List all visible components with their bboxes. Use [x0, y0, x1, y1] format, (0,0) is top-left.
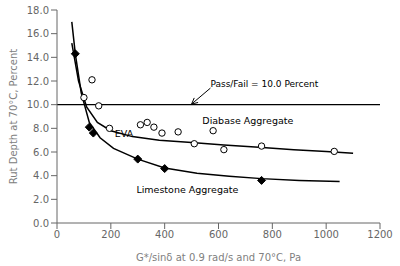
svg-text:1200: 1200 — [367, 229, 392, 240]
svg-text:12.0: 12.0 — [27, 76, 49, 87]
svg-text:0.0: 0.0 — [33, 218, 49, 229]
svg-text:EVA: EVA — [115, 128, 134, 139]
svg-text:600: 600 — [209, 229, 228, 240]
svg-text:14.0: 14.0 — [27, 52, 49, 63]
svg-text:10.0: 10.0 — [27, 99, 49, 110]
svg-text:18.0: 18.0 — [27, 5, 49, 16]
svg-text:8.0: 8.0 — [33, 123, 49, 134]
svg-text:400: 400 — [155, 229, 174, 240]
svg-text:2.0: 2.0 — [33, 194, 49, 205]
svg-text:0: 0 — [54, 229, 60, 240]
svg-text:16.0: 16.0 — [27, 28, 49, 39]
svg-text:Pass/Fail = 10.0 Percent: Pass/Fail = 10.0 Percent — [210, 79, 318, 89]
svg-text:200: 200 — [101, 229, 120, 240]
svg-text:G*/sinδ at 0.9 rad/s and 70°C,: G*/sinδ at 0.9 rad/s and 70°C, Pa — [136, 252, 301, 263]
svg-text:1000: 1000 — [313, 229, 338, 240]
svg-text:800: 800 — [263, 229, 282, 240]
svg-text:6.0: 6.0 — [33, 147, 49, 158]
svg-text:Limestone Aggregate: Limestone Aggregate — [136, 184, 238, 195]
svg-text:Rut Depth at 70°C, Percent: Rut Depth at 70°C, Percent — [8, 49, 19, 185]
svg-text:4.0: 4.0 — [33, 170, 49, 181]
svg-text:Diabase Aggregate: Diabase Aggregate — [202, 115, 293, 126]
